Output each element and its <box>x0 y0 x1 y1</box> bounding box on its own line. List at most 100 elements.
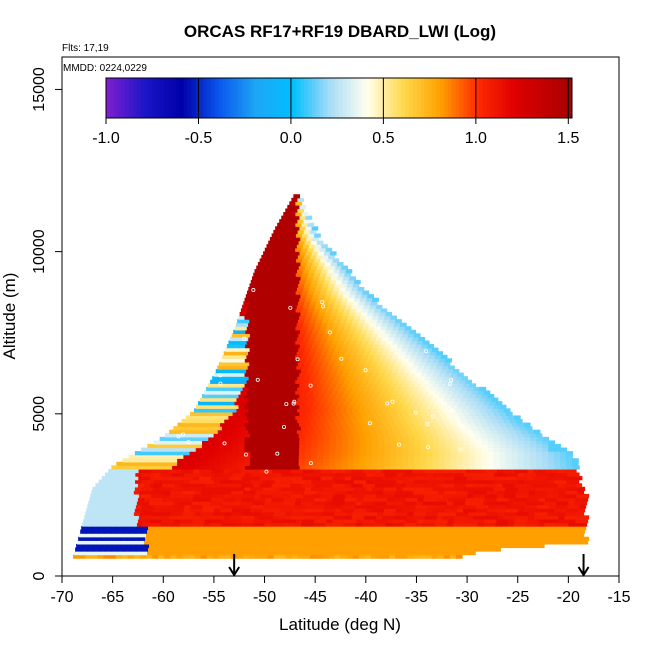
heatmap-cell <box>457 504 465 509</box>
heatmap-cell <box>405 476 413 481</box>
heatmap-cell <box>85 533 92 538</box>
heatmap-cell <box>162 483 169 488</box>
heatmap-cell <box>567 465 574 470</box>
heatmap-cell <box>429 540 437 545</box>
heatmap-cell <box>384 358 392 363</box>
heatmap-cell <box>223 493 231 499</box>
heatmap-cell <box>400 336 407 342</box>
heatmap-cell <box>336 547 344 552</box>
heatmap-cell <box>390 472 398 477</box>
heatmap-cell <box>463 383 470 388</box>
heatmap-cell <box>297 319 305 324</box>
heatmap-cell <box>150 518 157 524</box>
heatmap-cell <box>405 497 412 502</box>
heatmap-cell <box>536 436 544 442</box>
heatmap-cell <box>312 276 320 281</box>
heatmap-cell <box>396 440 404 445</box>
heatmap-cell <box>159 551 166 556</box>
heatmap-cell <box>467 386 475 392</box>
colorbar-segment <box>230 78 235 118</box>
heatmap-cell <box>378 472 386 477</box>
heatmap-cell <box>256 436 264 442</box>
heatmap-cell <box>539 536 547 541</box>
heatmap-cell <box>519 426 527 431</box>
heatmap-cell <box>347 436 355 442</box>
heatmap-cell <box>280 479 288 484</box>
heatmap-cell <box>260 269 268 274</box>
heatmap-cell <box>189 447 197 452</box>
heatmap-cell <box>462 508 470 513</box>
heatmap-cell <box>287 204 294 210</box>
heatmap-cell <box>359 551 367 556</box>
heatmap-cell <box>256 279 264 285</box>
heatmap-cell <box>427 411 434 417</box>
heatmap-cell <box>287 394 294 399</box>
heatmap-cell <box>252 501 260 506</box>
heatmap-cell <box>414 383 422 388</box>
heatmap-cell <box>248 322 255 327</box>
heatmap-cell <box>377 458 385 463</box>
heatmap-cell <box>408 472 416 477</box>
heatmap-cell <box>166 465 173 470</box>
heatmap-cell <box>135 472 143 477</box>
colorbar-segment <box>304 78 309 118</box>
heatmap-cell <box>505 451 513 456</box>
heatmap-cell <box>269 472 276 477</box>
heatmap-cell <box>370 408 377 413</box>
heatmap-cell <box>294 237 301 242</box>
heatmap-cell <box>463 436 471 442</box>
heatmap-cell <box>346 301 354 306</box>
heatmap-cell <box>298 551 306 556</box>
heatmap-cell <box>168 518 175 524</box>
heatmap-cell <box>254 429 261 434</box>
colorbar-segment <box>533 78 538 118</box>
heatmap-cell <box>432 383 440 388</box>
heatmap-cell <box>120 468 127 474</box>
heatmap-cell <box>421 547 429 552</box>
heatmap-cell <box>253 476 261 481</box>
heatmap-cell <box>358 347 366 352</box>
heatmap-cell <box>315 536 322 541</box>
heatmap-cell <box>252 276 259 281</box>
heatmap-cell <box>426 458 433 463</box>
heatmap-cell <box>510 490 518 495</box>
heatmap-cell <box>266 536 274 541</box>
heatmap-cell <box>384 465 392 470</box>
heatmap-cell <box>267 347 275 352</box>
heatmap-cell <box>353 297 361 302</box>
heatmap-cell <box>497 515 505 520</box>
heatmap-cell <box>232 411 240 417</box>
heatmap-cell <box>189 461 196 466</box>
heatmap-cell <box>244 440 252 445</box>
heatmap-cell <box>335 297 343 302</box>
heatmap-cell <box>426 454 434 459</box>
heatmap-cell <box>485 408 493 413</box>
heatmap-cell <box>337 369 344 374</box>
colorbar-segment <box>447 78 453 118</box>
heatmap-cell <box>227 504 234 509</box>
heatmap-cell <box>378 404 385 409</box>
heatmap-cell <box>153 447 160 452</box>
heatmap-cell <box>169 536 176 541</box>
heatmap-cell <box>254 286 262 292</box>
heatmap-cell <box>329 422 337 427</box>
heatmap-cell <box>242 397 250 402</box>
heatmap-cell <box>301 415 308 420</box>
heatmap-cell <box>357 351 365 356</box>
heatmap-cell <box>401 361 408 367</box>
heatmap-cell <box>410 379 418 384</box>
heatmap-cell <box>272 419 280 424</box>
heatmap-cell <box>420 454 428 459</box>
heatmap-cell <box>374 518 382 524</box>
heatmap-cell <box>535 454 543 459</box>
heatmap-cell <box>263 526 271 531</box>
heatmap-cell <box>140 551 148 556</box>
heatmap-cell <box>307 290 315 295</box>
heatmap-cell <box>311 447 318 452</box>
heatmap-cell <box>260 419 268 424</box>
heatmap-cell <box>202 547 210 552</box>
heatmap-cell <box>382 554 390 559</box>
colorbar-segment <box>455 78 460 118</box>
heatmap-cell <box>541 458 549 463</box>
colorbar-segment <box>206 78 212 118</box>
